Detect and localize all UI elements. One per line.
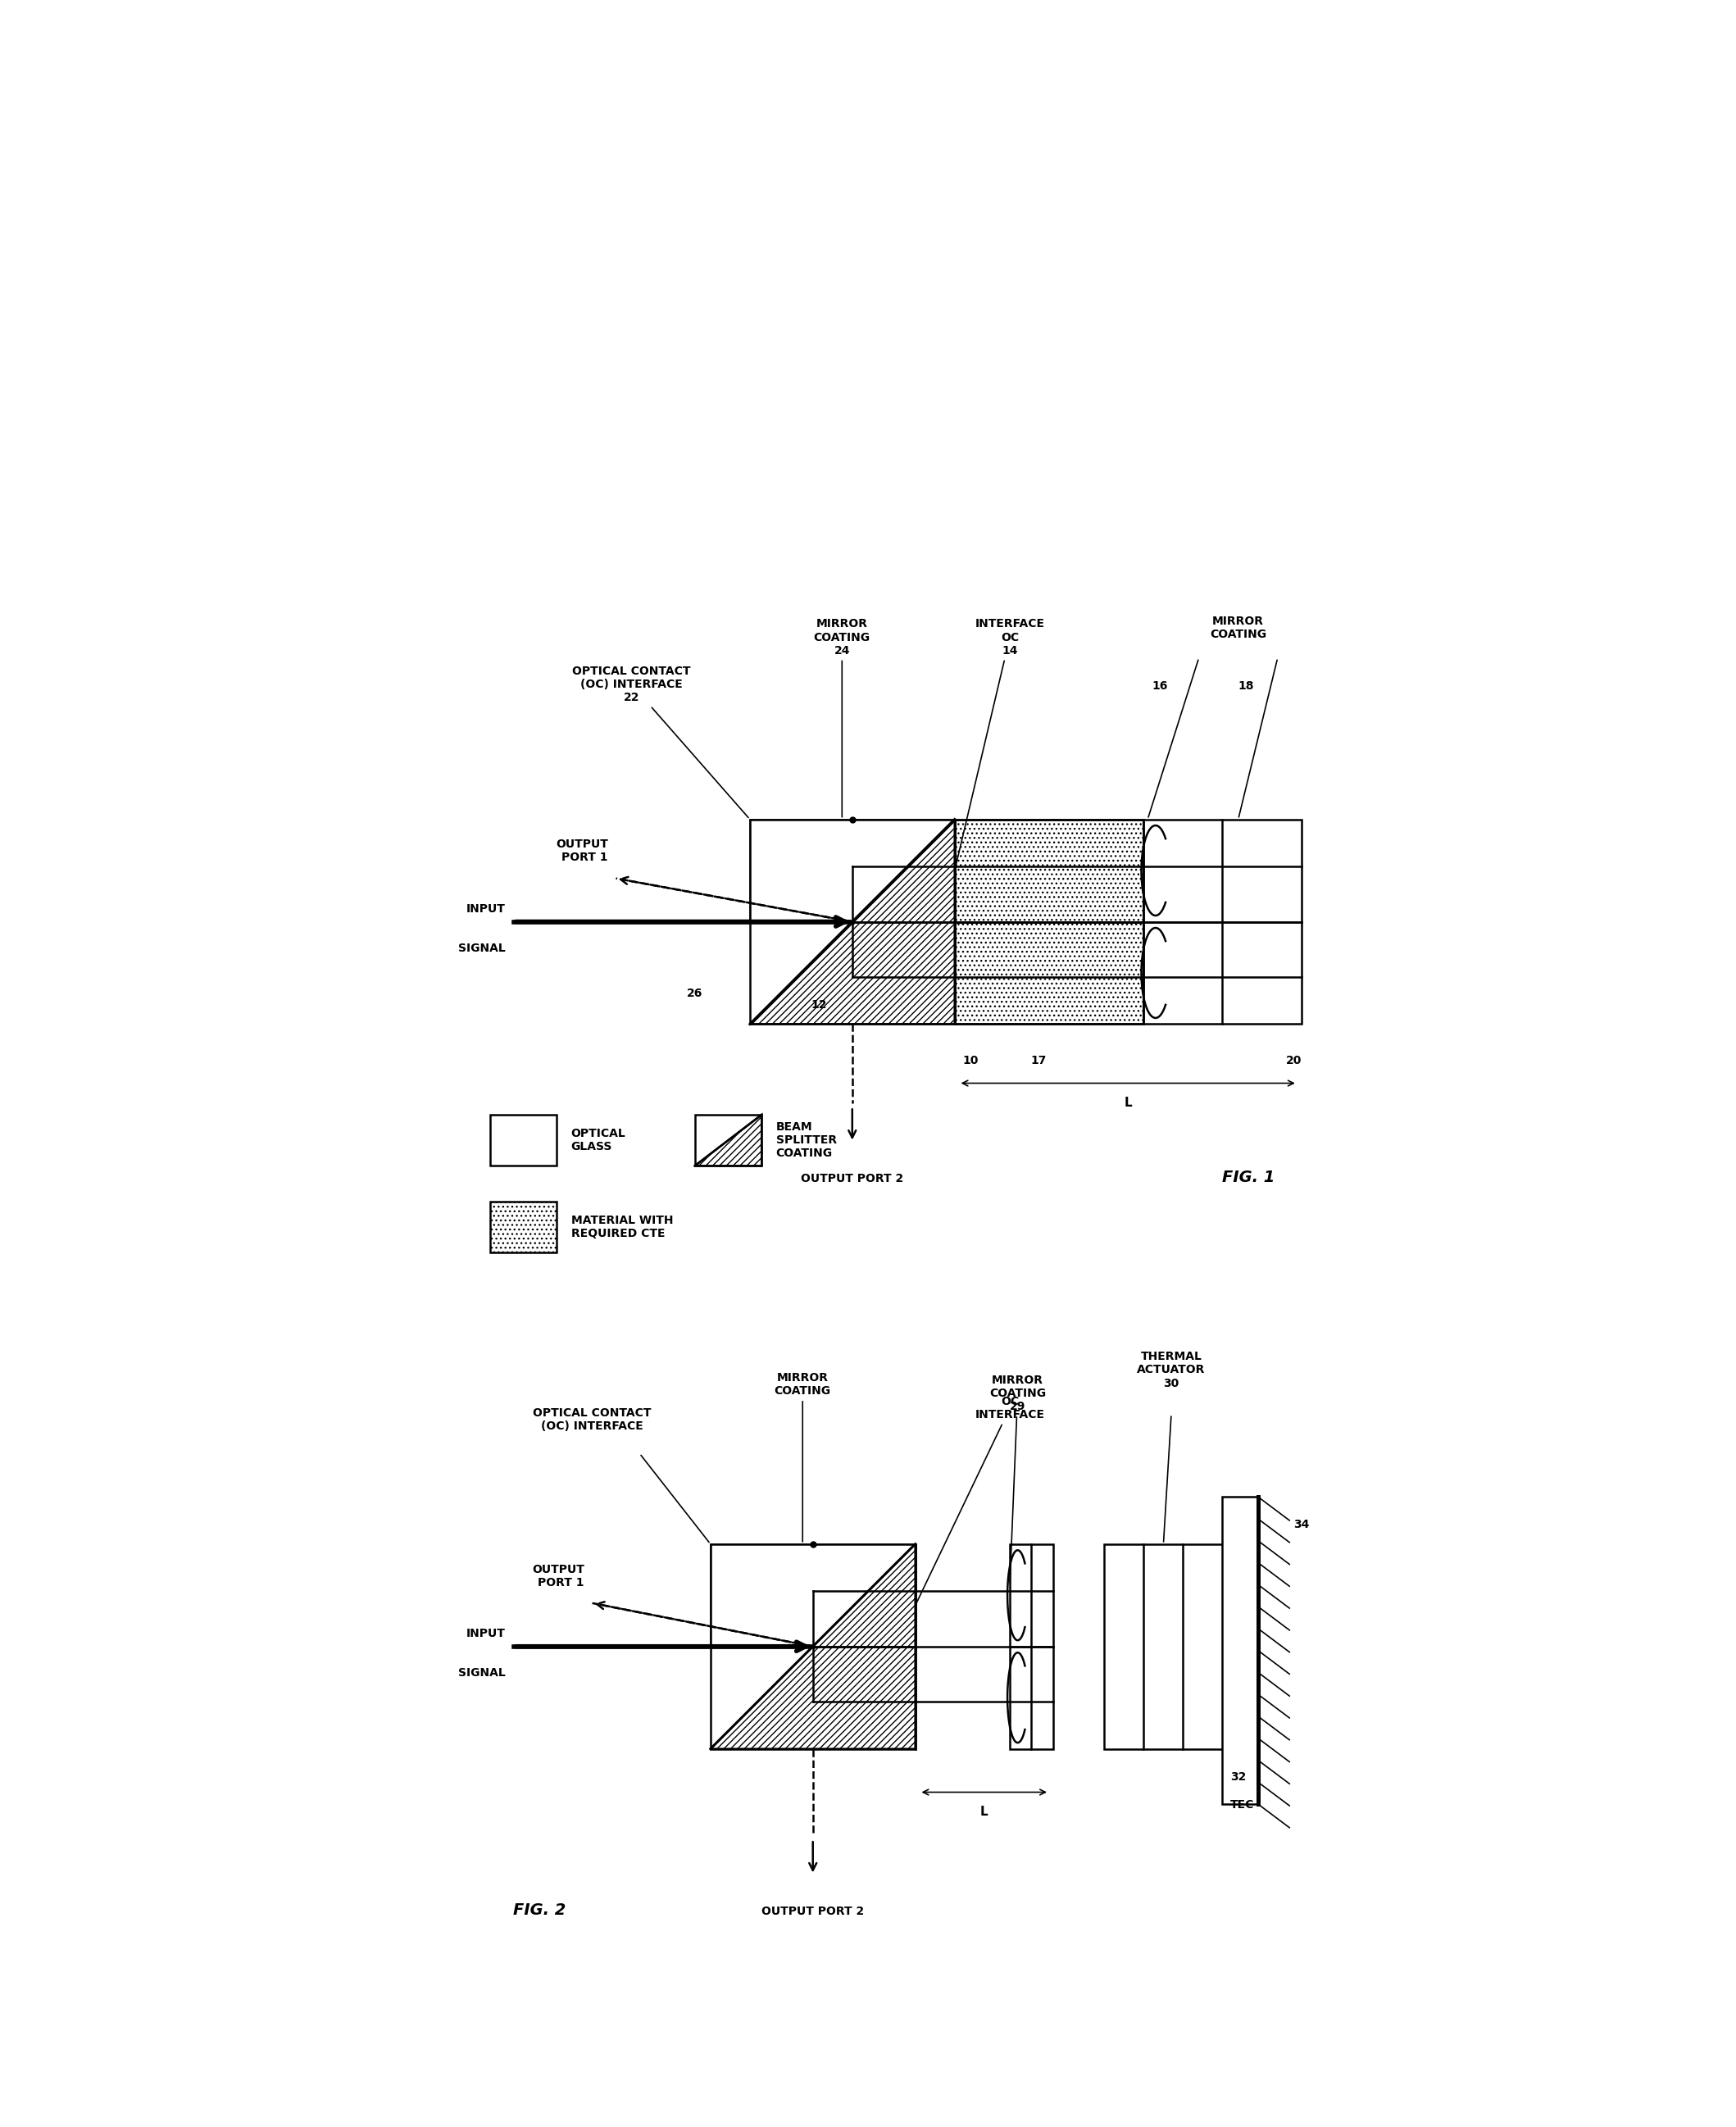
Text: OPTICAL CONTACT
(OC) INTERFACE: OPTICAL CONTACT (OC) INTERFACE	[533, 1408, 651, 1431]
Text: SIGNAL: SIGNAL	[458, 942, 505, 955]
Text: 17: 17	[1029, 1055, 1047, 1066]
Text: 32: 32	[1231, 1772, 1246, 1782]
Text: OUTPUT
PORT 1: OUTPUT PORT 1	[556, 838, 608, 864]
Text: OPTICAL
GLASS: OPTICAL GLASS	[571, 1127, 625, 1153]
Bar	[955, 921, 1144, 1023]
Text: 18: 18	[1238, 681, 1253, 691]
Text: OUTPUT
PORT 1: OUTPUT PORT 1	[531, 1563, 585, 1589]
Bar	[1104, 1544, 1222, 1748]
Text: INPUT: INPUT	[467, 904, 505, 915]
Bar	[955, 819, 1144, 1023]
Text: L: L	[1123, 1098, 1132, 1110]
Text: FIG. 2: FIG. 2	[514, 1902, 566, 1919]
Bar	[490, 1115, 557, 1166]
Bar	[1222, 1497, 1259, 1804]
Bar	[955, 819, 1144, 921]
Text: MATERIAL WITH
REQUIRED CTE: MATERIAL WITH REQUIRED CTE	[571, 1215, 674, 1240]
Text: 10: 10	[962, 1055, 979, 1066]
Text: THERMAL
ACTUATOR
30: THERMAL ACTUATOR 30	[1137, 1351, 1205, 1389]
Text: 12: 12	[811, 1000, 828, 1010]
Text: SIGNAL: SIGNAL	[458, 1668, 505, 1678]
Text: 16: 16	[1151, 681, 1168, 691]
Text: 34: 34	[1293, 1519, 1309, 1529]
Text: TEC: TEC	[1231, 1799, 1255, 1810]
Bar	[710, 1544, 915, 1646]
Text: MIRROR
COATING
24: MIRROR COATING 24	[814, 619, 870, 817]
Text: INTERFACE
OC
14: INTERFACE OC 14	[955, 619, 1045, 868]
Text: OUTPUT PORT 2: OUTPUT PORT 2	[762, 1906, 865, 1916]
Text: L: L	[981, 1806, 988, 1819]
Text: MIRROR
COATING: MIRROR COATING	[774, 1372, 832, 1542]
Bar	[490, 1202, 557, 1253]
Text: MIRROR
COATING
29: MIRROR COATING 29	[990, 1374, 1047, 1582]
Text: INPUT: INPUT	[467, 1627, 505, 1640]
Bar	[710, 1544, 915, 1748]
Text: 26: 26	[687, 987, 703, 1000]
Bar	[694, 1115, 762, 1166]
Text: MIRROR
COATING: MIRROR COATING	[1210, 617, 1267, 640]
Text: 20: 20	[1286, 1055, 1302, 1066]
Bar	[750, 819, 955, 1023]
Text: FIG. 1: FIG. 1	[1222, 1170, 1276, 1185]
Text: BEAM
SPLITTER
COATING: BEAM SPLITTER COATING	[776, 1121, 837, 1159]
Text: OC
INTERFACE: OC INTERFACE	[917, 1395, 1045, 1604]
Text: OUTPUT PORT 2: OUTPUT PORT 2	[800, 1172, 903, 1185]
Bar	[750, 819, 955, 921]
Bar	[1010, 1544, 1054, 1748]
Bar	[1144, 819, 1302, 1023]
Text: OPTICAL CONTACT
(OC) INTERFACE
22: OPTICAL CONTACT (OC) INTERFACE 22	[573, 666, 748, 817]
